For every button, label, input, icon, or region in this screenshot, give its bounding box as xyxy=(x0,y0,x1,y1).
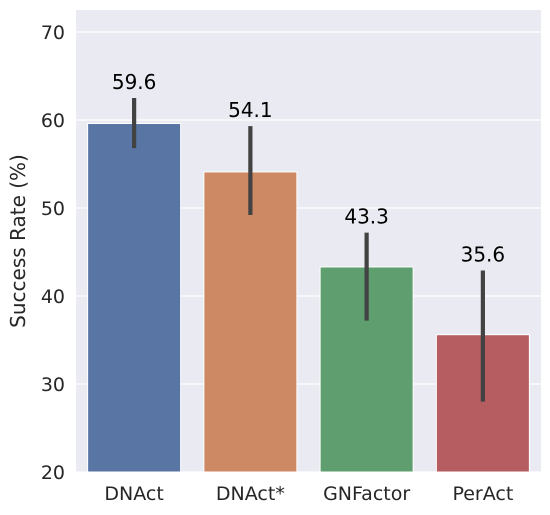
data-label: 35.6 xyxy=(461,242,506,266)
y-tick-label: 50 xyxy=(41,198,65,220)
y-tick-label: 40 xyxy=(41,286,65,308)
x-tick-label: GNFactor xyxy=(323,483,410,505)
data-label: 59.6 xyxy=(112,70,157,94)
bar-dnact xyxy=(87,123,182,473)
x-axis-ticks: DNAct DNAct* GNFactor PerAct xyxy=(104,483,513,505)
x-tick-label: DNAct xyxy=(104,483,163,505)
x-tick-label: PerAct xyxy=(452,483,513,505)
data-label: 54.1 xyxy=(228,98,273,122)
data-label: 43.3 xyxy=(344,205,389,229)
y-tick-label: 70 xyxy=(41,22,65,44)
y-axis-label: Success Rate (%) xyxy=(6,154,30,328)
y-tick-label: 60 xyxy=(41,110,65,132)
y-axis-ticks: 20 30 40 50 60 70 xyxy=(41,22,65,484)
error-bars xyxy=(132,98,485,402)
y-tick-label: 20 xyxy=(41,462,65,484)
y-tick-label: 30 xyxy=(41,374,65,396)
bars xyxy=(87,123,530,473)
x-tick-label: DNAct* xyxy=(216,483,285,505)
data-labels: 59.6 54.1 43.3 35.6 xyxy=(112,70,505,266)
bar-dnact- xyxy=(203,171,298,473)
